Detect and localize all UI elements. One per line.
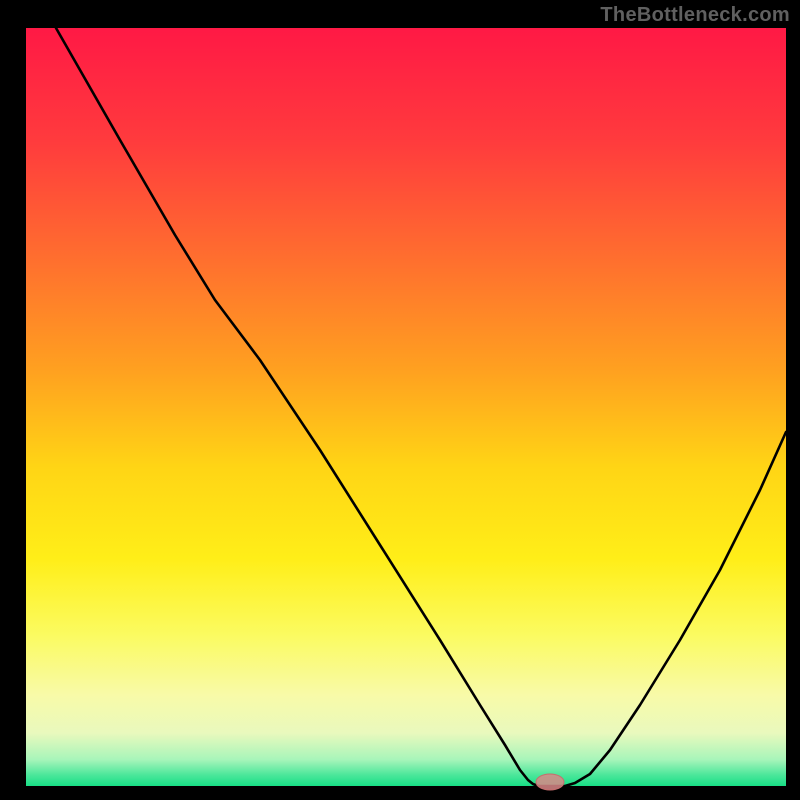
- optimal-marker: [536, 774, 564, 790]
- attribution-label: TheBottleneck.com: [600, 4, 790, 27]
- chart-plot-bg: [26, 28, 786, 786]
- chart-container: TheBottleneck.com: [0, 0, 800, 800]
- bottleneck-chart: [0, 0, 800, 800]
